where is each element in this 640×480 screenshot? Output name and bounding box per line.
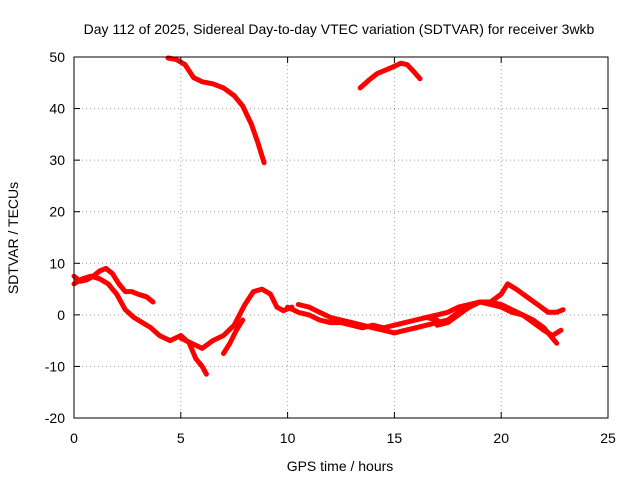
y-tick-label: -20 (45, 410, 65, 426)
y-axis-label: SDTVAR / TECUs (5, 182, 21, 294)
series-track-5 (178, 286, 295, 351)
series-track-10 (423, 281, 566, 320)
y-tick-label: 10 (49, 255, 65, 271)
series-track-11 (434, 299, 560, 346)
series-track-4 (71, 273, 209, 377)
chart-title: Day 112 of 2025, Sidereal Day-to-day VTE… (84, 21, 595, 37)
x-tick-label: 10 (280, 430, 296, 446)
y-tick-label: -10 (45, 358, 65, 374)
y-tick-label: 20 (49, 204, 65, 220)
x-tick-label: 5 (177, 430, 185, 446)
plot-frame (73, 56, 609, 419)
series-track-7 (285, 304, 440, 331)
x-tick-label: 25 (600, 430, 616, 446)
x-tick-label: 15 (387, 430, 403, 446)
data-series (71, 55, 566, 377)
y-tick-label: 40 (49, 101, 65, 117)
x-axis-label: GPS time / hours (287, 458, 394, 474)
y-tick-label: 50 (49, 49, 65, 65)
axis-ticks: 0 5 10 15 20 25 -20 -10 0 10 20 30 40 50 (45, 49, 616, 446)
series-track-6 (221, 317, 246, 356)
x-tick-label: 0 (70, 430, 78, 446)
series-track-8 (295, 302, 419, 336)
y-tick-label: 30 (49, 152, 65, 168)
series-track-2 (357, 60, 423, 91)
series-track-1 (165, 55, 267, 166)
x-tick-label: 20 (493, 430, 509, 446)
y-tick-label: 0 (57, 307, 65, 323)
